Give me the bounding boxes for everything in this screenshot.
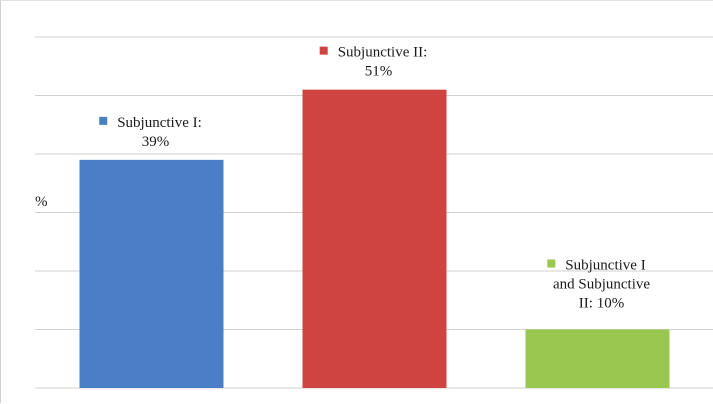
data-label: Subjunctive I: 39% <box>99 115 202 150</box>
data-label-line: and Subjunctive <box>553 277 650 293</box>
bars <box>79 89 670 389</box>
legend-key <box>319 46 328 55</box>
data-label-line: Subjunctive I: <box>117 115 202 131</box>
legend-key <box>547 259 556 268</box>
bar <box>525 329 670 388</box>
data-label-line: 51% <box>365 64 393 80</box>
data-label-line: Subjunctive I <box>565 258 645 274</box>
bar <box>79 159 224 388</box>
data-labels: Subjunctive I:39%Subjunctive II:51%Subju… <box>99 45 650 312</box>
legend-key <box>99 116 108 125</box>
data-label-line: II: 10% <box>579 296 624 312</box>
y-axis-label: % <box>35 194 48 210</box>
bar <box>302 89 447 389</box>
data-label: Subjunctive II: 51% <box>319 45 428 80</box>
data-label-line: 39% <box>142 134 170 150</box>
data-label: Subjunctive I and Subjunctive II: 10% <box>547 258 650 312</box>
data-label-line: Subjunctive II: <box>338 45 428 61</box>
